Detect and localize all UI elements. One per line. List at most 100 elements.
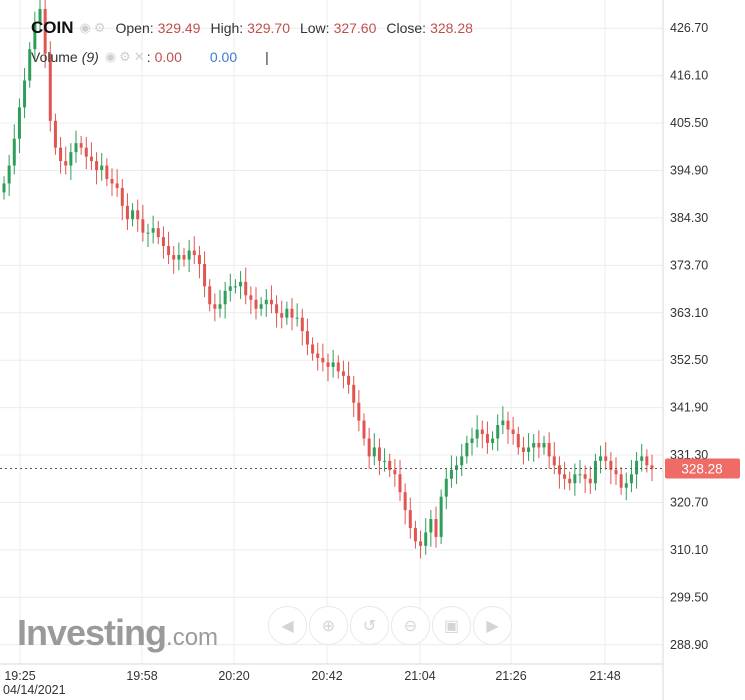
y-tick-label: 394.90	[670, 163, 708, 177]
candle-body	[326, 362, 330, 367]
candle	[624, 472, 628, 501]
scroll-right-icon[interactable]: ▶	[473, 606, 512, 645]
candle-body	[331, 362, 335, 367]
candle-body	[233, 286, 237, 288]
candle	[460, 443, 464, 477]
gear-icon[interactable]: ⚙	[119, 49, 131, 64]
candle	[172, 246, 176, 274]
x-tick-label: 21:48	[589, 669, 620, 683]
candle-body	[120, 187, 124, 206]
candle	[115, 169, 119, 197]
candle-body	[619, 474, 623, 488]
candle	[455, 456, 459, 485]
candle-body	[17, 107, 21, 139]
y-tick-label: 426.70	[670, 21, 708, 35]
zoom-in-icon[interactable]: ⊕	[309, 606, 348, 645]
candle-body	[136, 210, 140, 220]
candle-body	[573, 474, 577, 484]
candle-body	[635, 460, 639, 475]
brand-logo: Investing.com	[17, 612, 218, 654]
candle-body	[388, 460, 392, 470]
candle	[120, 178, 124, 221]
candle-body	[2, 183, 6, 193]
candle	[614, 457, 618, 486]
candle-body	[393, 469, 397, 475]
candle-body	[84, 147, 88, 157]
candle	[69, 143, 73, 180]
candle-body	[599, 456, 603, 461]
candle	[12, 124, 16, 175]
candle	[480, 420, 484, 449]
candle-body	[336, 362, 340, 372]
candle-body	[131, 210, 135, 220]
candle-body	[275, 304, 279, 314]
brand-suffix: .com	[166, 624, 219, 651]
candle	[295, 303, 299, 327]
candle-body	[89, 156, 93, 162]
candle-body	[609, 460, 613, 470]
candle-body	[532, 442, 536, 448]
candle-body	[305, 331, 309, 345]
candle	[89, 142, 93, 171]
candle	[491, 431, 495, 451]
candle-body	[650, 465, 654, 469]
candle-body	[357, 402, 361, 421]
x-tick-label: 20:20	[218, 669, 249, 683]
candle	[43, 0, 47, 69]
candle	[2, 176, 6, 200]
candle-body	[527, 447, 531, 452]
candle	[619, 467, 623, 495]
zoom-out-icon[interactable]: ⊖	[391, 606, 430, 645]
gear-icon[interactable]: ⚙	[93, 20, 106, 35]
candle	[372, 433, 376, 466]
candle-body	[208, 286, 212, 305]
candle	[48, 41, 52, 132]
candle-body	[377, 447, 381, 461]
candle-body	[110, 178, 114, 184]
candle	[218, 289, 222, 318]
candle-body	[480, 429, 484, 435]
candle	[197, 246, 201, 279]
candle-body	[521, 447, 525, 452]
candle	[341, 360, 345, 389]
eye-icon[interactable]: ◉	[104, 49, 117, 64]
candles	[2, 0, 654, 559]
last-price-tag: 328.28	[665, 458, 740, 479]
candle	[367, 427, 371, 469]
open-value: 329.49	[157, 20, 201, 36]
candle-body	[141, 219, 145, 233]
candle-body	[563, 474, 567, 479]
candle	[244, 267, 248, 305]
candle-body	[269, 299, 273, 305]
candle-body	[177, 255, 181, 260]
candle-body	[645, 456, 649, 466]
candle-body	[624, 483, 628, 488]
candle-body	[259, 304, 263, 309]
candle	[110, 168, 114, 196]
candle	[275, 295, 279, 328]
zoom-reset-icon[interactable]: ↺	[350, 606, 389, 645]
candle	[532, 434, 536, 462]
x-tick-label: 20:42	[311, 669, 342, 683]
candle-body	[578, 474, 582, 476]
zoom-fit-icon[interactable]: ▣	[432, 606, 471, 645]
candle-body	[59, 147, 63, 162]
candle	[269, 285, 273, 314]
eye-icon[interactable]: ◉	[79, 20, 91, 35]
candle	[290, 297, 294, 331]
x-tick-label: 19:25	[4, 669, 35, 683]
x-axis-ticks: 19:25 19:58 20:20 20:42 21:04 21:26 21:48 04/14…	[3, 669, 621, 697]
low-label: Low:	[299, 20, 330, 36]
candle	[403, 483, 407, 525]
candle-body	[485, 434, 489, 443]
candle-body	[429, 519, 433, 533]
scroll-left-icon[interactable]: ◀	[268, 606, 307, 645]
candle	[563, 461, 567, 490]
last-price-box	[665, 458, 740, 479]
x-tick-label: 19:58	[126, 669, 157, 683]
close-icon[interactable]: ✕	[133, 49, 145, 64]
x-tick-label: 21:26	[495, 669, 526, 683]
candle	[419, 530, 423, 559]
candle-body	[557, 465, 561, 475]
